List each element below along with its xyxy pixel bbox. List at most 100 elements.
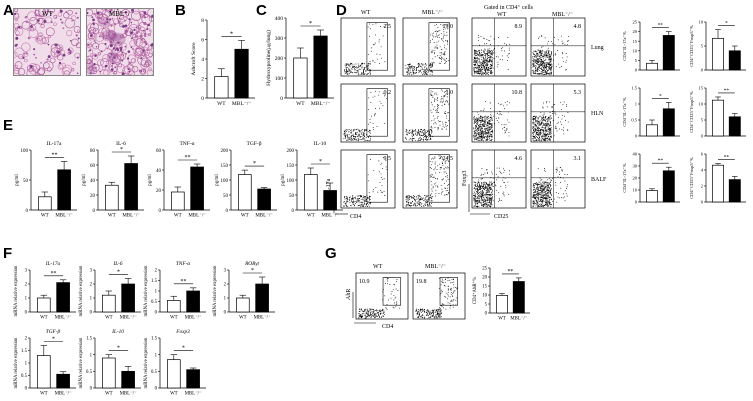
flow-event — [542, 56, 544, 58]
flow-event — [491, 125, 493, 127]
flow-event — [482, 205, 484, 207]
flow-event — [488, 196, 490, 198]
flow-event — [550, 191, 552, 193]
flow-event — [477, 57, 479, 59]
flow-event — [539, 198, 541, 200]
flow-event — [423, 136, 425, 137]
flow-event — [541, 123, 543, 124]
flow-event — [352, 130, 354, 132]
flow-event — [536, 189, 538, 190]
flow-event — [363, 132, 365, 134]
flow-event — [436, 97, 438, 99]
flow-event — [544, 70, 546, 72]
flow-event — [481, 55, 483, 57]
x-tick-label: MBL⁻/⁻ — [254, 315, 271, 320]
y-tick-label: 300 — [275, 36, 284, 42]
flow-event — [357, 205, 359, 207]
flow-event — [479, 60, 480, 62]
bar-ko — [56, 373, 70, 389]
flow-event — [542, 134, 544, 136]
flow-event — [419, 133, 421, 135]
flow-event — [550, 69, 552, 71]
flow-event — [489, 65, 491, 67]
flow-event — [378, 39, 380, 41]
flow-event — [479, 50, 481, 52]
histology-nucleus — [140, 57, 143, 60]
flow-event — [556, 128, 558, 130]
y-tick-label: 30 — [633, 164, 638, 169]
flow-event — [502, 193, 504, 195]
flow-event — [532, 126, 534, 128]
x-tick-label: MBL⁻/⁻ — [188, 214, 206, 219]
flow-event — [480, 67, 482, 69]
flow-event — [539, 197, 541, 199]
y-tick-label: 10 — [699, 20, 704, 25]
flow-event — [374, 61, 376, 63]
flow-event — [485, 67, 487, 69]
flow-event — [567, 121, 569, 123]
histology-nucleus — [125, 52, 127, 55]
flow-event — [414, 131, 416, 133]
histology-nucleus — [69, 52, 72, 55]
flow-event — [481, 66, 483, 68]
flow-event — [482, 139, 484, 141]
flow-event — [504, 169, 506, 171]
flow-event — [364, 196, 366, 198]
flow-event — [544, 129, 546, 131]
flow-event — [487, 123, 489, 125]
flow-event — [491, 134, 493, 136]
flow-event — [479, 133, 481, 135]
flow-event — [482, 187, 483, 189]
flow-event — [483, 131, 485, 133]
flow-event — [545, 124, 547, 126]
flow-event — [473, 137, 475, 139]
flow-event — [431, 71, 433, 73]
flow-event — [541, 50, 543, 52]
flow-event — [418, 65, 420, 67]
flow-event — [442, 121, 443, 123]
flow-event — [502, 47, 503, 49]
flow-event — [489, 71, 491, 73]
flow-event — [435, 109, 437, 111]
x-tick-label: MBL⁻/⁻ — [120, 315, 137, 320]
flow-event — [441, 128, 442, 130]
flow-event — [474, 138, 476, 140]
flow-event — [355, 69, 356, 71]
histology-nucleus — [121, 59, 124, 62]
flow-event — [479, 183, 480, 185]
flow-event — [541, 192, 543, 194]
flow-event — [348, 131, 350, 133]
flow-event — [496, 189, 498, 191]
flow-event — [480, 178, 482, 180]
flow-event — [483, 132, 485, 134]
flow-event — [533, 61, 535, 63]
flow-event — [434, 31, 436, 33]
flow-event — [540, 71, 542, 73]
panel-label-e: E — [3, 117, 14, 134]
y-tick-label: 0 — [701, 68, 704, 73]
flow-event — [532, 139, 534, 141]
flow-event — [476, 203, 478, 205]
flow-event — [484, 59, 486, 61]
flow-event — [369, 119, 371, 120]
histology-nucleus — [94, 41, 97, 44]
flow-event — [488, 54, 490, 56]
flow-event — [479, 65, 481, 67]
flow-event — [560, 108, 562, 110]
flow-event — [533, 133, 534, 135]
flow-event — [483, 203, 485, 205]
flow-event — [427, 205, 429, 207]
flow-event — [486, 139, 488, 141]
flow-event — [557, 39, 559, 41]
flow-event — [355, 138, 357, 140]
flow-event — [415, 68, 417, 69]
y-tick-label: 100 — [287, 179, 295, 184]
flow-event — [544, 124, 545, 126]
flow-event — [489, 135, 491, 137]
flow-event — [497, 64, 499, 65]
flow-event — [489, 55, 491, 57]
flow-event — [430, 138, 432, 140]
significance-marker: ** — [658, 158, 664, 164]
histology-nucleus — [127, 50, 131, 53]
flow-event — [484, 60, 486, 62]
